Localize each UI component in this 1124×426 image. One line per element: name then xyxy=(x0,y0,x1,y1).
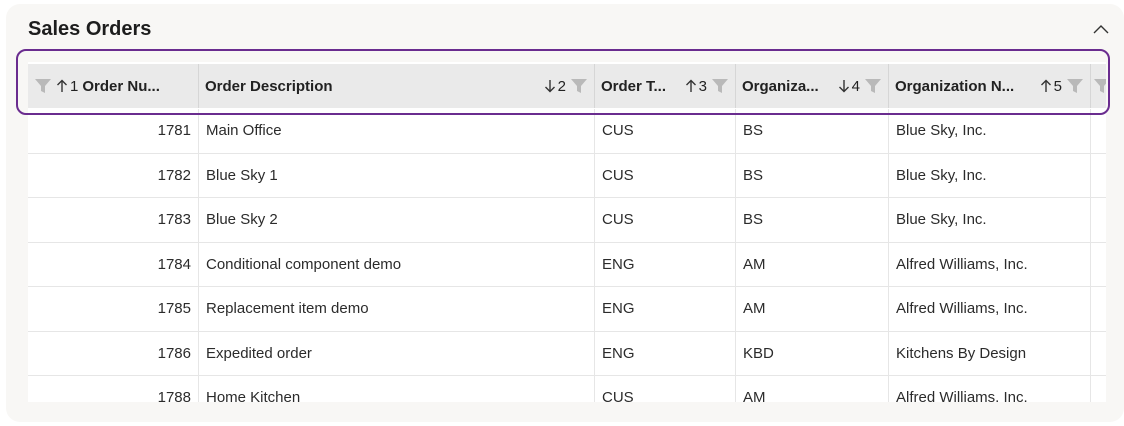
cell-order-type[interactable]: CUS xyxy=(595,198,736,242)
sort-indicator[interactable]: 4 xyxy=(838,78,860,95)
cell-organization-code[interactable]: BS xyxy=(736,153,889,197)
cell-order-number[interactable]: 1783 xyxy=(28,198,199,242)
cell-order-description[interactable]: Conditional component demo xyxy=(199,242,595,286)
table-row[interactable]: 1783 Blue Sky 2 CUS BS Blue Sky, Inc. xyxy=(28,198,1106,243)
cell-order-number[interactable]: 1784 xyxy=(28,242,199,286)
cell-order-number[interactable]: 1781 xyxy=(28,109,199,153)
sort-rank: 1 xyxy=(70,77,79,95)
filter-icon[interactable] xyxy=(570,77,588,95)
cell-order-type[interactable]: CUS xyxy=(595,153,736,197)
cell-partial xyxy=(1091,198,1106,242)
cell-partial xyxy=(1091,376,1106,402)
column-header-order-description[interactable]: Order Description 2 xyxy=(199,64,595,108)
cell-organization-name[interactable]: Blue Sky, Inc. xyxy=(889,109,1091,153)
cell-organization-name[interactable]: Kitchens By Design xyxy=(889,331,1091,375)
cell-order-number[interactable]: 1788 xyxy=(28,376,199,402)
column-header-order-number[interactable]: 1 Order Nu... xyxy=(28,64,199,108)
table-row[interactable]: 1788 Home Kitchen CUS AM Alfred Williams… xyxy=(28,376,1106,402)
sales-orders-grid: 1 Order Nu... Order Description 2 Order … xyxy=(28,62,1106,402)
column-label: Organization N... xyxy=(895,77,1015,95)
cell-organization-name[interactable]: Blue Sky, Inc. xyxy=(889,153,1091,197)
table-row[interactable]: 1781 Main Office CUS BS Blue Sky, Inc. xyxy=(28,109,1106,154)
cell-order-description[interactable]: Blue Sky 2 xyxy=(199,198,595,242)
sort-indicator[interactable]: 3 xyxy=(685,78,707,95)
column-header-organization-code[interactable]: Organiza... 4 xyxy=(736,64,889,108)
cell-order-type[interactable]: CUS xyxy=(595,109,736,153)
cell-organization-name[interactable]: Alfred Williams, Inc. xyxy=(889,287,1091,331)
arrow-up-icon xyxy=(685,79,696,92)
cell-order-type[interactable]: ENG xyxy=(595,287,736,331)
sort-rank: 3 xyxy=(698,77,707,95)
column-header-organization-name[interactable]: Organization N... 5 xyxy=(889,64,1091,108)
grid-body: 1781 Main Office CUS BS Blue Sky, Inc. 1… xyxy=(28,109,1106,402)
collapse-button[interactable] xyxy=(1090,20,1112,40)
cell-order-type[interactable]: ENG xyxy=(595,242,736,286)
cell-order-number[interactable]: 1786 xyxy=(28,331,199,375)
cell-partial xyxy=(1091,109,1106,153)
column-label: Order Nu... xyxy=(82,77,160,95)
grid-header-row: 1 Order Nu... Order Description 2 Order … xyxy=(28,64,1106,108)
cell-organization-code[interactable]: AM xyxy=(736,376,889,402)
cell-order-type[interactable]: ENG xyxy=(595,331,736,375)
column-header-partial[interactable] xyxy=(1091,64,1106,108)
cell-order-description[interactable]: Replacement item demo xyxy=(199,287,595,331)
cell-order-description[interactable]: Blue Sky 1 xyxy=(199,153,595,197)
column-header-order-type[interactable]: Order T... 3 xyxy=(595,64,736,108)
filter-icon[interactable] xyxy=(711,77,729,95)
cell-order-description[interactable]: Expedited order xyxy=(199,331,595,375)
cell-partial xyxy=(1091,243,1106,287)
chevron-up-icon xyxy=(1093,21,1109,39)
cell-order-description[interactable]: Home Kitchen xyxy=(199,376,595,402)
cell-partial xyxy=(1091,332,1106,376)
table-row[interactable]: 1784 Conditional component demo ENG AM A… xyxy=(28,242,1106,287)
filter-icon[interactable] xyxy=(34,77,52,95)
sort-rank: 5 xyxy=(1053,77,1062,95)
cell-organization-name[interactable]: Alfred Williams, Inc. xyxy=(889,376,1091,402)
arrow-down-icon xyxy=(544,80,555,93)
cell-partial xyxy=(1091,154,1106,198)
panel-title: Sales Orders xyxy=(28,18,152,40)
column-label: Order T... xyxy=(601,77,667,95)
cell-organization-name[interactable]: Alfred Williams, Inc. xyxy=(889,242,1091,286)
table-row[interactable]: 1782 Blue Sky 1 CUS BS Blue Sky, Inc. xyxy=(28,153,1106,198)
cell-organization-code[interactable]: AM xyxy=(736,287,889,331)
cell-organization-code[interactable]: AM xyxy=(736,242,889,286)
cell-order-number[interactable]: 1785 xyxy=(28,287,199,331)
cell-organization-code[interactable]: BS xyxy=(736,109,889,153)
sort-rank: 4 xyxy=(851,77,860,95)
sort-indicator[interactable]: 1 xyxy=(56,78,78,95)
cell-organization-code[interactable]: BS xyxy=(736,198,889,242)
cell-order-number[interactable]: 1782 xyxy=(28,153,199,197)
cell-order-type[interactable]: CUS xyxy=(595,376,736,402)
sort-rank: 2 xyxy=(557,77,566,95)
filter-icon[interactable] xyxy=(864,77,882,95)
filter-icon[interactable] xyxy=(1066,77,1084,95)
table-row[interactable]: 1785 Replacement item demo ENG AM Alfred… xyxy=(28,287,1106,332)
table-row[interactable]: 1786 Expedited order ENG KBD Kitchens By… xyxy=(28,331,1106,376)
cell-partial xyxy=(1091,287,1106,331)
column-label: Organiza... xyxy=(742,77,819,95)
sales-orders-panel: Sales Orders 1 Order Nu... Order Descrip… xyxy=(6,4,1124,422)
arrow-up-icon xyxy=(1040,79,1051,92)
column-label: Order Description xyxy=(205,77,333,95)
sort-indicator[interactable]: 2 xyxy=(544,78,566,95)
arrow-up-icon xyxy=(57,79,67,92)
cell-organization-code[interactable]: KBD xyxy=(736,331,889,375)
cell-organization-name[interactable]: Blue Sky, Inc. xyxy=(889,198,1091,242)
sort-indicator[interactable]: 5 xyxy=(1040,78,1062,95)
cell-order-description[interactable]: Main Office xyxy=(199,109,595,153)
arrow-down-icon xyxy=(838,80,849,93)
filter-icon[interactable] xyxy=(1093,77,1106,95)
